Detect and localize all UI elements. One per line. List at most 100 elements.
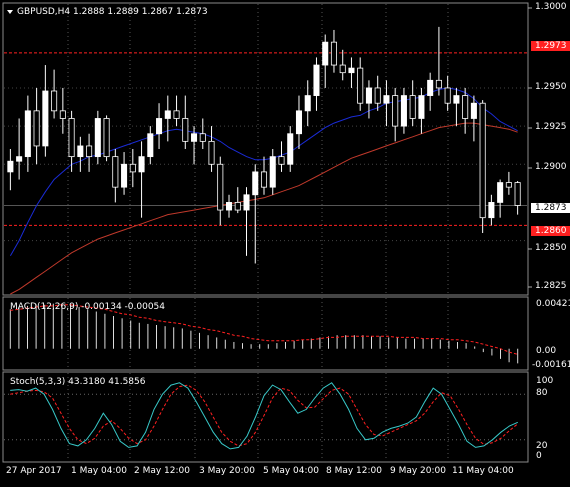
symbol-timeframe: GBPUSD,H4 xyxy=(17,7,71,17)
candle-body-12 xyxy=(112,156,119,188)
time-label-8: 11 May 04:00 xyxy=(452,466,514,476)
candle-body-20 xyxy=(182,118,189,142)
candle-body-38 xyxy=(339,64,346,74)
candle-body-47 xyxy=(418,95,425,119)
time-label-2: 1 May 04:00 xyxy=(71,466,127,476)
candle-body-49 xyxy=(435,79,442,89)
candle-body-44 xyxy=(392,95,399,127)
upper-level-tag: 1.2973 xyxy=(531,41,570,51)
price-tick-4: 1.2900 xyxy=(535,162,567,172)
lower-level-tag: 1.2860 xyxy=(531,226,570,236)
candle-body-58 xyxy=(514,182,521,206)
candle-body-43 xyxy=(383,95,390,104)
candle-body-17 xyxy=(156,118,163,135)
candle-body-29 xyxy=(260,171,268,188)
time-label-7: 9 May 20:00 xyxy=(390,466,446,476)
time-label-4: 3 May 20:00 xyxy=(199,466,255,476)
current-price-tag: 1.2873 xyxy=(531,203,570,213)
candle-body-30 xyxy=(269,156,276,188)
candle-body-19 xyxy=(173,110,180,119)
stoch-label: Stoch(5,3,3) 43.3180 41.5856 xyxy=(10,377,146,387)
candle-body-18 xyxy=(164,110,171,119)
price-tick-2: 1.2950 xyxy=(535,82,567,92)
price-tick-3: 1.2925 xyxy=(535,122,567,132)
candle-body-4 xyxy=(42,90,49,147)
candle-body-13 xyxy=(121,163,128,188)
candle-body-54 xyxy=(479,102,486,219)
candle-body-33 xyxy=(295,110,303,135)
candle-body-7 xyxy=(68,118,75,158)
price-tick-1: 1.3000 xyxy=(535,2,567,12)
candle-body-26 xyxy=(234,202,241,211)
candle-body-32 xyxy=(287,133,294,165)
candle-body-56 xyxy=(497,182,504,203)
axis-ticks xyxy=(528,7,532,288)
candle-body-50 xyxy=(444,87,451,104)
main-chart-panel[interactable] xyxy=(2,2,529,296)
candle-body-9 xyxy=(86,145,93,158)
candle-body-16 xyxy=(147,133,154,158)
horizontal-levels[interactable] xyxy=(4,52,527,226)
candle-body-41 xyxy=(365,87,372,104)
macd-histogram xyxy=(9,303,519,364)
stoch-signal-line xyxy=(10,384,519,447)
candle-body-46 xyxy=(409,95,416,119)
candle-body-31 xyxy=(278,156,285,165)
candle-body-10 xyxy=(94,118,101,158)
price-tick-5: 1.2850 xyxy=(535,243,567,253)
candle-body-8 xyxy=(77,145,84,158)
stoch-lines xyxy=(4,382,527,450)
macd-tick-2: 0.00 xyxy=(536,346,557,356)
candle-body-6 xyxy=(59,110,66,119)
candle-body-42 xyxy=(374,87,381,104)
candle-body-22 xyxy=(199,133,206,142)
candle-body-5 xyxy=(51,90,58,112)
candle-body-21 xyxy=(191,133,198,142)
candle-body-53 xyxy=(470,102,477,119)
stoch-tick-0: 0 xyxy=(536,451,542,461)
candle-body-3 xyxy=(33,110,40,147)
candle-body-11 xyxy=(103,118,110,158)
candle-body-39 xyxy=(348,67,355,74)
candle-body-24 xyxy=(217,163,224,211)
candle-body-55 xyxy=(488,202,495,219)
candle-body-57 xyxy=(505,182,512,188)
time-label-5: 5 May 04:00 xyxy=(263,466,319,476)
candle-body-45 xyxy=(400,95,407,127)
price-tick-6: 1.2825 xyxy=(535,281,567,291)
candle-body-51 xyxy=(453,95,460,104)
stoch-tick-20: 20 xyxy=(536,441,548,451)
candle-body-28 xyxy=(252,171,259,196)
candle-body-27 xyxy=(243,194,250,211)
candle-body-35 xyxy=(313,64,320,96)
macd-panel[interactable] xyxy=(2,296,529,371)
candle-body-0 xyxy=(7,160,14,173)
triangle-down-icon[interactable] xyxy=(7,10,13,14)
time-label-1: 27 Apr 2017 xyxy=(6,466,62,476)
candle-body-37 xyxy=(330,41,337,66)
candle-body-52 xyxy=(462,95,469,119)
candle-body-1 xyxy=(16,156,23,162)
macd-tick-1: 0.00421 xyxy=(536,299,570,309)
stoch-tick-80: 80 xyxy=(536,388,548,398)
stoch-main-line xyxy=(10,382,519,450)
candle-body-2 xyxy=(24,110,31,158)
macd-tick-3: -0.00161 xyxy=(532,360,570,370)
candle-body-40 xyxy=(357,67,364,104)
stoch-panel[interactable] xyxy=(2,371,529,463)
time-label-6: 8 May 12:00 xyxy=(326,466,382,476)
ohlc-values: 1.2888 1.2889 1.2867 1.2873 xyxy=(73,7,208,17)
candlesticks xyxy=(7,26,521,264)
candle-body-36 xyxy=(322,41,329,66)
candle-body-48 xyxy=(427,79,434,96)
time-label-3: 2 May 12:00 xyxy=(134,466,190,476)
candle-body-15 xyxy=(138,156,145,173)
candle-body-25 xyxy=(225,202,233,211)
macd-signal-line xyxy=(10,304,518,355)
candle-body-14 xyxy=(129,163,136,173)
grid-lines xyxy=(4,4,527,461)
symbol-title: GBPUSD,H4 1.2888 1.2889 1.2867 1.2873 xyxy=(17,7,208,17)
candle-body-34 xyxy=(304,95,311,112)
ma-slow-line xyxy=(10,122,518,295)
